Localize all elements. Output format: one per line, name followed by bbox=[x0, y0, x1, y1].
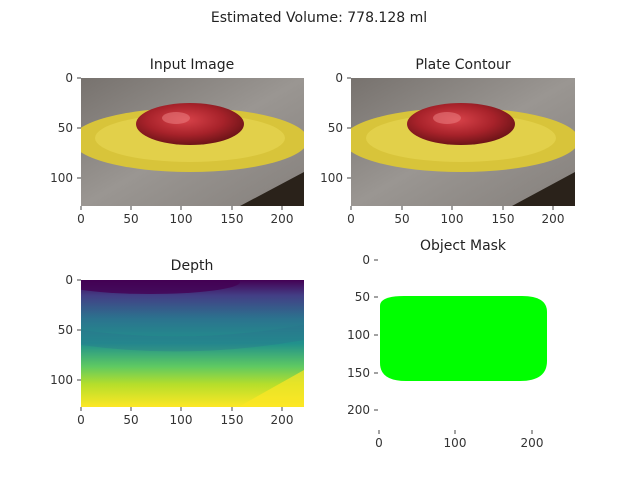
panel-title: Input Image bbox=[150, 57, 235, 73]
y-tick-label: 50 bbox=[58, 121, 73, 135]
y-tick-label: 150 bbox=[347, 366, 370, 380]
x-tick-label: 0 bbox=[77, 212, 85, 226]
x-tick-label: 150 bbox=[221, 212, 244, 226]
x-tick-label: 100 bbox=[444, 436, 467, 450]
y-tick-label: 200 bbox=[347, 403, 370, 417]
x-tick-label: 100 bbox=[170, 212, 193, 226]
y-tick-label: 0 bbox=[362, 253, 370, 267]
y-tick-label: 100 bbox=[347, 328, 370, 342]
panel-title: Plate Contour bbox=[415, 57, 511, 73]
y-tick-label: 50 bbox=[58, 323, 73, 337]
x-tick-label: 0 bbox=[375, 436, 383, 450]
panel-plate-contour: Plate Contour bbox=[351, 57, 575, 206]
figure-suptitle: Estimated Volume: 778.128 ml bbox=[211, 10, 427, 26]
x-tick-label: 150 bbox=[492, 212, 515, 226]
x-tick-label: 150 bbox=[221, 413, 244, 427]
x-tick-label: 0 bbox=[77, 413, 85, 427]
panel-depth: Depth bbox=[81, 258, 304, 407]
x-tick-label: 200 bbox=[271, 413, 294, 427]
y-tick-label: 50 bbox=[328, 121, 343, 135]
contour-photo bbox=[351, 78, 575, 206]
x-tick-label: 50 bbox=[123, 413, 138, 427]
y-tick-label: 100 bbox=[50, 373, 73, 387]
x-tick-label: 200 bbox=[271, 212, 294, 226]
y-tick-label: 50 bbox=[355, 290, 370, 304]
x-tick-label: 100 bbox=[170, 413, 193, 427]
panel-object-mask: Object Mask bbox=[378, 238, 548, 429]
x-tick-label: 200 bbox=[521, 436, 544, 450]
x-tick-label: 50 bbox=[123, 212, 138, 226]
panel-input-image: Input Image bbox=[81, 57, 304, 206]
panel-title: Object Mask bbox=[420, 238, 507, 254]
depth-map bbox=[81, 280, 304, 407]
panel-title: Depth bbox=[171, 258, 214, 274]
y-tick-label: 0 bbox=[65, 273, 73, 287]
y-tick-label: 100 bbox=[50, 171, 73, 185]
x-tick-label: 0 bbox=[347, 212, 355, 226]
y-tick-label: 0 bbox=[65, 71, 73, 85]
y-tick-label: 100 bbox=[320, 171, 343, 185]
x-tick-label: 200 bbox=[542, 212, 565, 226]
x-tick-label: 50 bbox=[394, 212, 409, 226]
input-photo bbox=[81, 78, 304, 206]
x-tick-label: 100 bbox=[441, 212, 464, 226]
object-mask-region bbox=[380, 296, 547, 381]
y-tick-label: 0 bbox=[335, 71, 343, 85]
